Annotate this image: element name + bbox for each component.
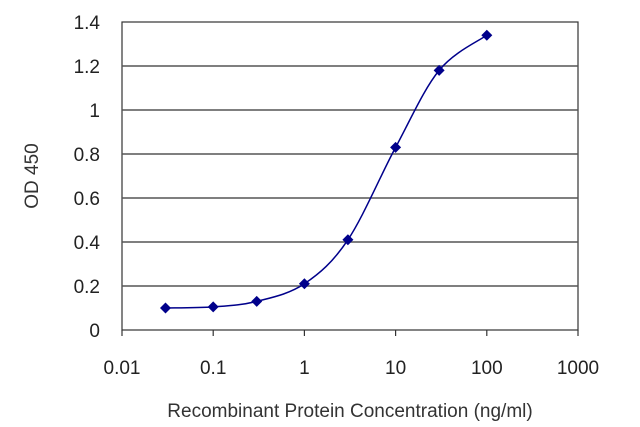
data-point: [251, 295, 263, 307]
x-tick-label: 0.01: [104, 358, 141, 379]
x-tick-marks: [121, 330, 579, 336]
data-point: [390, 141, 402, 153]
x-tick-label: 1000: [557, 358, 599, 379]
y-tick-label: 1.2: [74, 57, 100, 78]
data-point: [342, 234, 354, 246]
y-tick-label: 0.4: [74, 233, 101, 254]
data-point: [481, 29, 493, 41]
y-tick-label: 0: [89, 321, 100, 342]
x-tick-label: 100: [471, 358, 503, 379]
data-point: [433, 64, 445, 76]
plot-area: [121, 21, 579, 331]
y-tick-labels: 0 0.2 0.4 0.6 0.8 1 1.2 1.4: [74, 13, 101, 342]
x-tick-label: 0.1: [200, 358, 226, 379]
x-axis-title: Recombinant Protein Concentration (ng/ml…: [167, 401, 532, 422]
fit-curve: [165, 34, 488, 309]
x-tick-labels: 0.01 0.1 1 10 100 1000: [104, 358, 600, 379]
y-tick-label: 1: [89, 101, 100, 122]
data-point: [298, 278, 310, 290]
y-tick-label: 0.8: [74, 145, 100, 166]
grid-lines: [122, 65, 578, 287]
x-tick-label: 1: [299, 358, 310, 379]
data-point: [207, 301, 219, 313]
data-point: [160, 302, 172, 314]
y-tick-label: 1.4: [74, 13, 101, 34]
data-points: [160, 29, 493, 314]
x-tick-label: 10: [385, 358, 406, 379]
y-axis-title: OD 450: [22, 143, 43, 208]
y-tick-label: 0.2: [74, 277, 100, 298]
y-tick-label: 0.6: [74, 189, 100, 210]
